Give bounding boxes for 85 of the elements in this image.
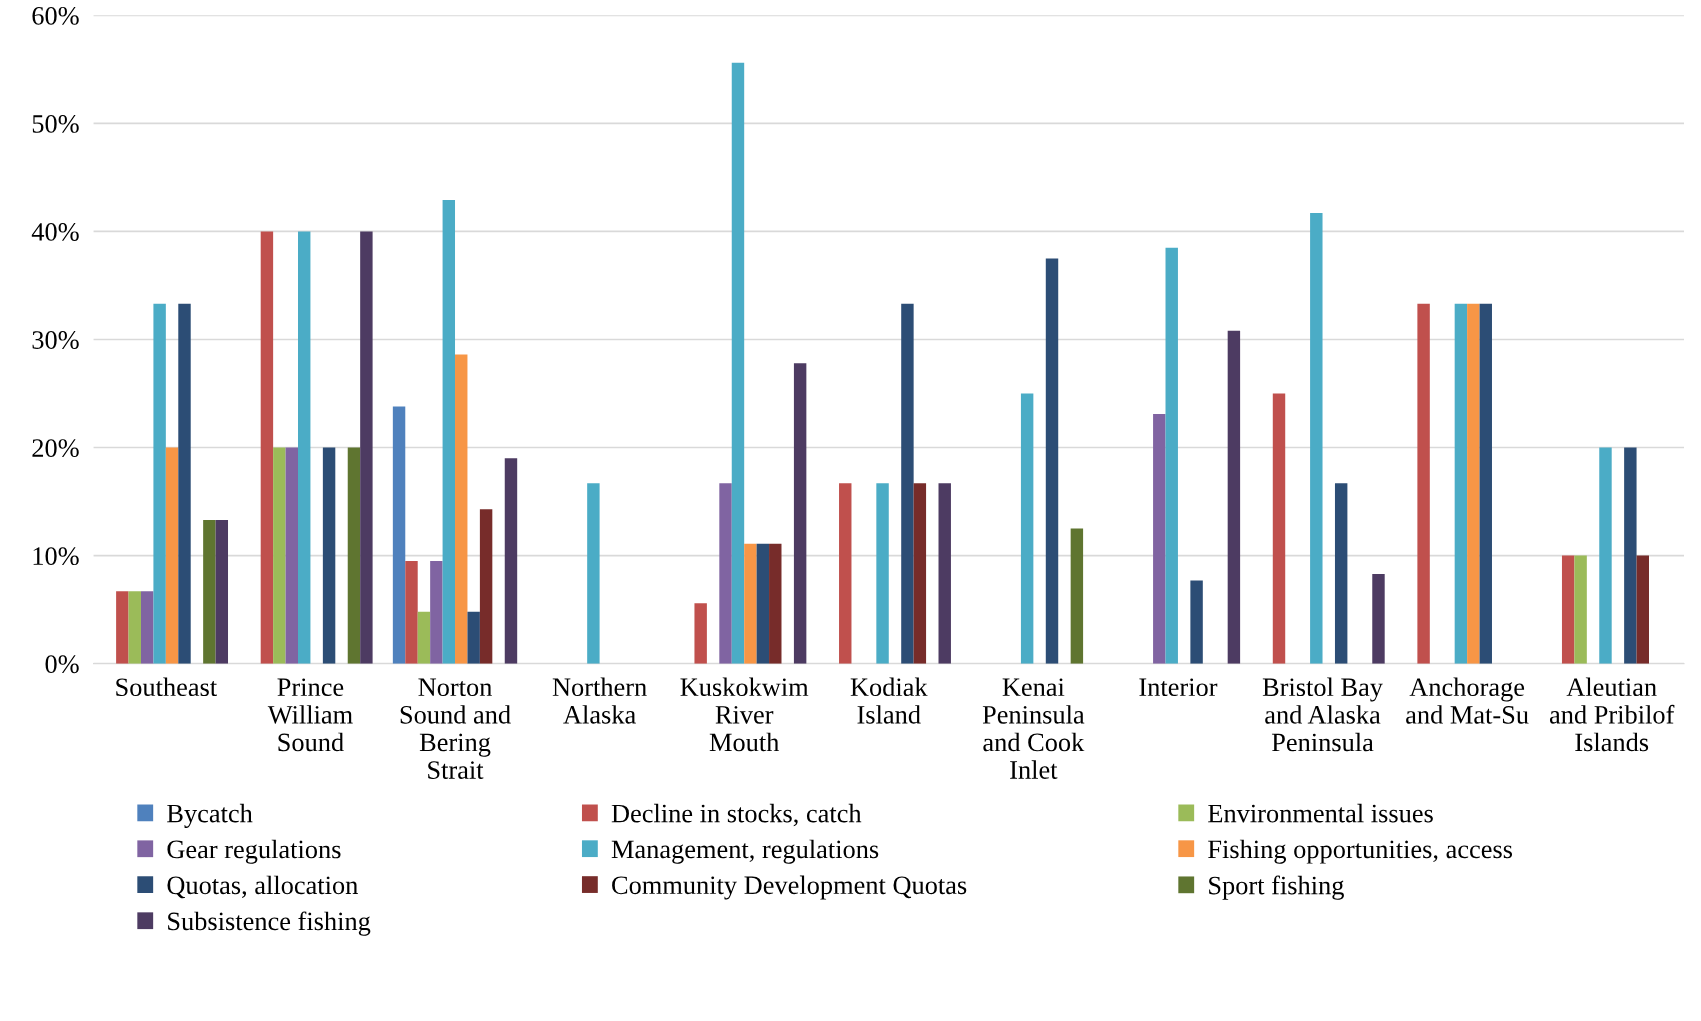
legend-label: Bycatch	[167, 803, 253, 828]
bar	[1272, 393, 1286, 664]
bar	[1599, 447, 1612, 664]
bar	[260, 231, 274, 664]
bar	[360, 231, 373, 664]
bar	[1372, 573, 1385, 664]
legend-label: Gear regulations	[167, 839, 341, 864]
y-tick-label: 20%	[32, 439, 79, 458]
legend-label: Sport fishing	[1209, 875, 1344, 900]
bar	[405, 561, 418, 664]
bar	[273, 447, 286, 664]
bar	[392, 406, 406, 664]
legend-label: Subsistence fishing	[168, 911, 371, 936]
bar	[1454, 303, 1468, 664]
y-tick-label: 10%	[33, 547, 79, 566]
bar	[876, 483, 889, 664]
bar	[938, 483, 951, 664]
y-tick-label: 60%	[32, 6, 79, 25]
bar	[694, 603, 707, 664]
bar	[1190, 580, 1203, 664]
bar	[756, 543, 770, 664]
bar	[744, 543, 757, 664]
bar	[1334, 483, 1348, 664]
bar	[1479, 303, 1492, 664]
bar	[285, 447, 298, 664]
bar	[1417, 303, 1430, 664]
legend-label: Quotas, allocation	[167, 875, 358, 899]
bar	[1636, 555, 1649, 664]
legend-label: Decline in stocks, catch	[611, 803, 862, 827]
bar	[901, 303, 914, 664]
bar	[1070, 528, 1084, 664]
bar	[203, 519, 216, 664]
legend-label: Community Development Quotas	[612, 875, 967, 900]
bar	[128, 591, 141, 664]
x-tick-label: Bristol Bay and Alaska Peninsula	[1262, 677, 1383, 752]
bar	[178, 303, 191, 664]
bar	[839, 483, 852, 664]
bar	[731, 62, 745, 664]
bar	[347, 447, 361, 664]
bar	[116, 591, 129, 664]
bar	[1310, 213, 1323, 664]
bar	[504, 458, 518, 664]
x-tick-label: Prince William Sound	[267, 678, 353, 752]
x-tick-label: Aleutian and Pribilof Islands	[1549, 677, 1675, 752]
bar	[769, 543, 782, 664]
bar	[165, 447, 179, 664]
bar	[1020, 393, 1034, 664]
bar	[1467, 303, 1480, 664]
bar	[153, 303, 166, 664]
x-tick-label: Anchorage and Mat-Su	[1406, 677, 1529, 724]
bar	[1574, 555, 1587, 664]
bar	[1561, 555, 1575, 664]
x-tick-label: Norton Sound and Bering Strait	[400, 678, 511, 779]
bar	[1153, 414, 1166, 664]
x-tick-label: Kuskokwim River Mouth	[680, 677, 809, 752]
bar	[1045, 258, 1059, 664]
bar	[719, 483, 732, 664]
x-tick-label: Kodiak Island	[850, 677, 928, 724]
x-tick-label: Interior	[1139, 678, 1218, 697]
x-tick-label: Kenai Peninsula and Cook Inlet	[982, 678, 1085, 779]
bar	[1165, 247, 1178, 664]
legend-label: Management, regulations	[611, 839, 879, 864]
bar	[467, 611, 480, 664]
bar	[913, 483, 927, 664]
bar	[430, 561, 443, 664]
legend-label: Fishing opportunities, access	[1208, 839, 1513, 864]
legend-label: Environmental issues	[1208, 803, 1433, 823]
x-tick-label: Northern Alaska	[552, 677, 647, 724]
bar	[215, 519, 229, 664]
bar	[442, 200, 456, 664]
bar	[417, 611, 431, 664]
bar	[793, 363, 807, 664]
y-tick-label: 40%	[31, 223, 79, 241]
bar	[1227, 330, 1241, 664]
bar	[298, 231, 311, 664]
y-tick-label: 50%	[32, 114, 79, 133]
bar	[455, 354, 468, 664]
bar	[479, 509, 493, 664]
bar	[322, 447, 336, 664]
y-tick-label: 0%	[45, 655, 79, 674]
bar	[140, 591, 154, 664]
bar	[1624, 447, 1637, 664]
y-tick-label: 30%	[32, 331, 79, 349]
x-tick-label: Southeast	[116, 677, 217, 697]
bar	[587, 483, 600, 664]
